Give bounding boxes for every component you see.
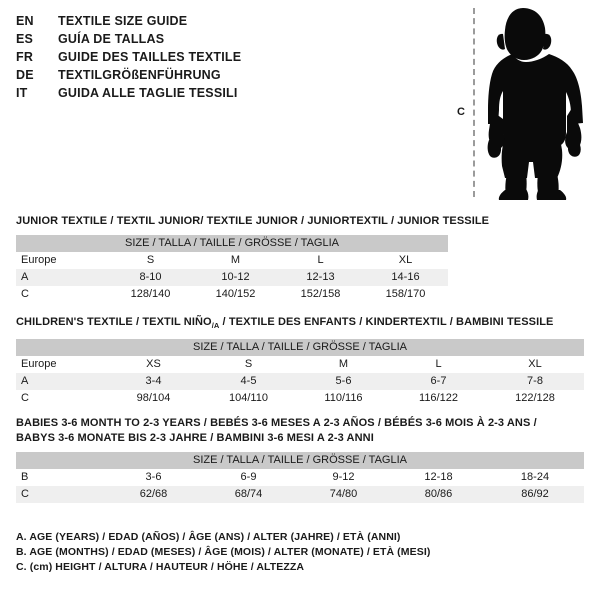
row-label: C bbox=[16, 390, 106, 408]
language-title: GUIDA ALLE TAGLIE TESSILI bbox=[58, 86, 238, 100]
section-childrens-textile: CHILDREN'S TEXTILE / TEXTIL NIÑO/A / TEX… bbox=[16, 315, 584, 408]
cell: 4-5 bbox=[201, 373, 296, 391]
table-row: A 8-10 10-12 12-13 14-16 bbox=[16, 269, 448, 286]
section-title-children-post: / TEXTILE DES ENFANTS / KINDERTEXTIL / B… bbox=[219, 316, 554, 328]
section-title-children: CHILDREN'S TEXTILE / TEXTIL NIÑO/A / TEX… bbox=[16, 315, 584, 333]
row-label: A bbox=[16, 269, 108, 286]
table-row: Europe XS S M L XL bbox=[16, 356, 584, 374]
legend-block: A. AGE (YEARS) / EDAD (AÑOS) / ÂGE (ANS)… bbox=[16, 530, 576, 575]
cell: S bbox=[201, 356, 296, 374]
junior-size-table: SIZE / TALLA / TAILLE / GRÖSSE / TAGLIA … bbox=[16, 235, 448, 303]
height-dashed-line bbox=[473, 8, 475, 197]
cell: 110/116 bbox=[296, 390, 391, 408]
language-row: ES GUÍA DE TALLAS bbox=[16, 30, 316, 48]
section-title-babies-line1: BABIES 3-6 MONTH TO 2-3 YEARS / BEBÉS 3-… bbox=[16, 417, 537, 429]
height-line-label: C bbox=[457, 106, 465, 118]
language-row: DE TEXTILGRÖßENFÜHRUNG bbox=[16, 66, 316, 84]
cell: 80/86 bbox=[391, 486, 486, 503]
cell: 158/170 bbox=[363, 286, 448, 303]
row-label: B bbox=[16, 469, 106, 486]
cell: M bbox=[193, 252, 278, 269]
language-row: FR GUIDE DES TAILLES TEXTILE bbox=[16, 48, 316, 66]
row-label: A bbox=[16, 373, 106, 391]
language-code: DE bbox=[16, 68, 34, 82]
table-header-bar: SIZE / TALLA / TAILLE / GRÖSSE / TAGLIA bbox=[16, 452, 584, 469]
cell: 62/68 bbox=[106, 486, 201, 503]
section-title-children-pre: CHILDREN'S TEXTILE / TEXTIL NIÑO bbox=[16, 316, 212, 328]
cell: 7-8 bbox=[486, 373, 584, 391]
cell: 18-24 bbox=[486, 469, 584, 486]
table-row: C 62/68 68/74 74/80 80/86 86/92 bbox=[16, 486, 584, 503]
language-title: GUÍA DE TALLAS bbox=[58, 32, 165, 46]
language-code: EN bbox=[16, 14, 34, 28]
cell: L bbox=[391, 356, 486, 374]
row-label: C bbox=[16, 286, 108, 303]
table-row: C 98/104 104/110 110/116 116/122 122/128 bbox=[16, 390, 584, 408]
language-title: TEXTILGRÖßENFÜHRUNG bbox=[58, 68, 221, 82]
table-row: B 3-6 6-9 9-12 12-18 18-24 bbox=[16, 469, 584, 486]
legend-line-b: B. AGE (MONTHS) / EDAD (MESES) / ÂGE (MO… bbox=[16, 546, 431, 558]
cell: 68/74 bbox=[201, 486, 296, 503]
cell: 10-12 bbox=[193, 269, 278, 286]
row-label: Europe bbox=[16, 252, 108, 269]
table-row: A 3-4 4-5 5-6 6-7 7-8 bbox=[16, 373, 584, 391]
cell: S bbox=[108, 252, 193, 269]
cell: 104/110 bbox=[201, 390, 296, 408]
cell: 122/128 bbox=[486, 390, 584, 408]
cell: 128/140 bbox=[108, 286, 193, 303]
table-header-bar: SIZE / TALLA / TAILLE / GRÖSSE / TAGLIA bbox=[16, 235, 448, 252]
cell: 3-6 bbox=[106, 469, 201, 486]
cell: 6-7 bbox=[391, 373, 486, 391]
children-size-table: SIZE / TALLA / TAILLE / GRÖSSE / TAGLIA … bbox=[16, 339, 584, 408]
cell: L bbox=[278, 252, 363, 269]
legend-line-c: C. (cm) HEIGHT / ALTURA / HAUTEUR / HÖHE… bbox=[16, 561, 305, 573]
cell: 14-16 bbox=[363, 269, 448, 286]
cell: 8-10 bbox=[108, 269, 193, 286]
section-junior-textile: JUNIOR TEXTILE / TEXTIL JUNIOR/ TEXTILE … bbox=[16, 214, 489, 303]
language-title: GUIDE DES TAILLES TEXTILE bbox=[58, 50, 242, 64]
cell: 98/104 bbox=[106, 390, 201, 408]
cell: 6-9 bbox=[201, 469, 296, 486]
junior-header-label: SIZE / TALLA / TAILLE / GRÖSSE / TAGLIA bbox=[16, 235, 448, 252]
cell: 12-18 bbox=[391, 469, 486, 486]
babies-size-table: SIZE / TALLA / TAILLE / GRÖSSE / TAGLIA … bbox=[16, 452, 584, 503]
cell: XL bbox=[486, 356, 584, 374]
section-babies-textile: BABIES 3-6 MONTH TO 2-3 YEARS / BEBÉS 3-… bbox=[16, 416, 584, 503]
babies-header-label: SIZE / TALLA / TAILLE / GRÖSSE / TAGLIA bbox=[16, 452, 584, 469]
toddler-silhouette-icon bbox=[487, 8, 583, 200]
language-code: FR bbox=[16, 50, 34, 64]
legend-line-a: A. AGE (YEARS) / EDAD (AÑOS) / ÂGE (ANS)… bbox=[16, 531, 401, 543]
children-header-label: SIZE / TALLA / TAILLE / GRÖSSE / TAGLIA bbox=[16, 339, 584, 357]
language-header-block: EN TEXTILE SIZE GUIDE ES GUÍA DE TALLAS … bbox=[16, 12, 316, 102]
section-title-children-subscript: /A bbox=[211, 321, 220, 331]
cell: XS bbox=[106, 356, 201, 374]
height-figure-block: C bbox=[440, 0, 600, 205]
cell: 9-12 bbox=[296, 469, 391, 486]
language-row: EN TEXTILE SIZE GUIDE bbox=[16, 12, 316, 30]
table-row: Europe S M L XL bbox=[16, 252, 448, 269]
language-code: IT bbox=[16, 86, 28, 100]
cell: 152/158 bbox=[278, 286, 363, 303]
cell: 5-6 bbox=[296, 373, 391, 391]
language-row: IT GUIDA ALLE TAGLIE TESSILI bbox=[16, 84, 316, 102]
row-label: Europe bbox=[16, 356, 106, 374]
cell: 74/80 bbox=[296, 486, 391, 503]
cell: 86/92 bbox=[486, 486, 584, 503]
language-code: ES bbox=[16, 32, 34, 46]
section-title-babies-line2: BABYS 3-6 MONATE BIS 2-3 JAHRE / BAMBINI… bbox=[16, 432, 374, 444]
cell: XL bbox=[363, 252, 448, 269]
table-header-bar: SIZE / TALLA / TAILLE / GRÖSSE / TAGLIA bbox=[16, 339, 584, 357]
row-label: C bbox=[16, 486, 106, 503]
language-title: TEXTILE SIZE GUIDE bbox=[58, 14, 188, 28]
cell: 12-13 bbox=[278, 269, 363, 286]
section-title-junior: JUNIOR TEXTILE / TEXTIL JUNIOR/ TEXTILE … bbox=[16, 215, 490, 227]
cell: 3-4 bbox=[106, 373, 201, 391]
cell: 140/152 bbox=[193, 286, 278, 303]
table-row: C 128/140 140/152 152/158 158/170 bbox=[16, 286, 448, 303]
cell: 116/122 bbox=[391, 390, 486, 408]
cell: M bbox=[296, 356, 391, 374]
